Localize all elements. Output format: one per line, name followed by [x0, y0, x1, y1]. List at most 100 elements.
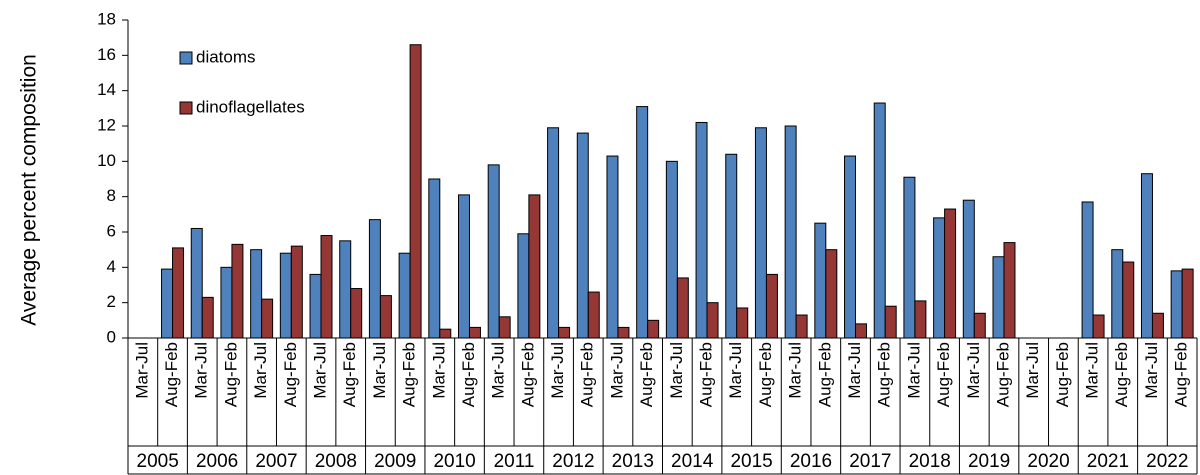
- bar: [1081, 201, 1094, 339]
- year-label: 2008: [315, 451, 357, 472]
- x-tick-label: Mar-Jul: [904, 342, 923, 399]
- bar: [903, 176, 916, 339]
- y-tick-label: 2: [107, 292, 116, 311]
- x-tick-label: Mar-Jul: [370, 342, 389, 399]
- bar: [973, 312, 986, 339]
- bar: [587, 291, 600, 339]
- bar: [290, 245, 303, 339]
- x-tick-label: Mar-Jul: [310, 342, 329, 399]
- x-tick-label: Mar-Jul: [192, 342, 211, 399]
- bar: [261, 298, 274, 339]
- x-tick-label: Aug-Feb: [459, 342, 478, 407]
- x-tick-label: Mar-Jul: [1023, 342, 1042, 399]
- x-tick-label: Aug-Feb: [400, 342, 419, 407]
- bar: [665, 160, 678, 339]
- bar: [706, 302, 719, 339]
- bar: [528, 194, 541, 339]
- y-tick-label: 6: [107, 221, 116, 240]
- year-label: 2020: [1027, 451, 1069, 472]
- bar: [457, 194, 470, 339]
- bar: [339, 240, 352, 339]
- year-label: 2006: [196, 451, 238, 472]
- bar: [944, 208, 957, 339]
- bar: [725, 153, 738, 339]
- bar: [487, 164, 500, 339]
- year-label: 2011: [494, 451, 535, 472]
- bar: [1003, 242, 1016, 339]
- x-tick-label: Mar-Jul: [489, 342, 508, 399]
- bar: [576, 132, 589, 339]
- year-label: 2014: [671, 451, 714, 472]
- x-tick-label: Aug-Feb: [756, 342, 775, 407]
- x-tick-label: Aug-Feb: [697, 342, 716, 407]
- y-tick-label: 18: [97, 9, 116, 28]
- x-tick-label: Aug-Feb: [815, 342, 834, 407]
- x-tick-label: Mar-Jul: [1083, 342, 1102, 399]
- x-tick-label: Aug-Feb: [934, 342, 953, 407]
- bar: [825, 249, 838, 339]
- year-label: 2021: [1087, 451, 1129, 472]
- year-label: 2013: [612, 451, 654, 472]
- bar: [309, 273, 322, 339]
- year-label: 2012: [552, 451, 594, 472]
- bar: [676, 277, 689, 339]
- bar: [844, 155, 857, 339]
- bar: [231, 243, 244, 339]
- bar: [320, 235, 333, 339]
- legend-swatch: [179, 51, 193, 65]
- x-tick-label: Mar-Jul: [429, 342, 448, 399]
- bar: [468, 326, 481, 339]
- x-tick-label: Aug-Feb: [221, 342, 240, 407]
- x-tick-label: Mar-Jul: [251, 342, 270, 399]
- bar: [962, 199, 975, 339]
- bar: [558, 326, 571, 339]
- year-label: 2018: [909, 451, 951, 472]
- bar: [350, 288, 363, 339]
- bar: [814, 222, 827, 339]
- year-label: 2015: [730, 451, 772, 472]
- y-tick-label: 14: [97, 80, 116, 99]
- year-label: 2009: [374, 451, 416, 472]
- x-tick-label: Aug-Feb: [875, 342, 894, 407]
- y-tick-label: 8: [107, 186, 116, 205]
- bar: [784, 125, 797, 339]
- x-tick-label: Aug-Feb: [637, 342, 656, 407]
- y-tick-label: 12: [97, 115, 116, 134]
- bar: [795, 314, 808, 339]
- y-tick-label: 4: [107, 257, 116, 276]
- bar: [172, 247, 185, 339]
- bar: [439, 328, 452, 339]
- bar: [1140, 173, 1153, 339]
- bar: [398, 252, 411, 339]
- x-tick-label: Aug-Feb: [1053, 342, 1072, 407]
- bar: [368, 219, 381, 339]
- bar: [992, 256, 1005, 339]
- bar: [379, 295, 392, 339]
- bar: [547, 127, 560, 339]
- bar: [855, 323, 868, 339]
- x-tick-label: Aug-Feb: [518, 342, 537, 407]
- x-tick-label: Aug-Feb: [340, 342, 359, 407]
- x-tick-label: Mar-Jul: [786, 342, 805, 399]
- y-tick-label: 16: [97, 45, 116, 64]
- bar: [201, 296, 214, 339]
- bar: [765, 273, 778, 339]
- bar: [498, 316, 511, 339]
- x-tick-label: Mar-Jul: [667, 342, 686, 399]
- bar: [517, 233, 530, 339]
- x-tick-label: Aug-Feb: [578, 342, 597, 407]
- bar: [617, 326, 630, 339]
- x-tick-label: Aug-Feb: [1172, 342, 1191, 407]
- bar: [647, 319, 660, 339]
- bar: [1151, 312, 1164, 339]
- year-label: 2017: [849, 451, 891, 472]
- bar: [220, 266, 233, 339]
- bar: [914, 300, 927, 339]
- x-tick-label: Mar-Jul: [548, 342, 567, 399]
- bar: [250, 249, 263, 339]
- legend-swatch: [179, 101, 193, 115]
- bar: [1181, 268, 1194, 339]
- bar: [736, 307, 749, 339]
- x-tick-label: Mar-Jul: [132, 342, 151, 399]
